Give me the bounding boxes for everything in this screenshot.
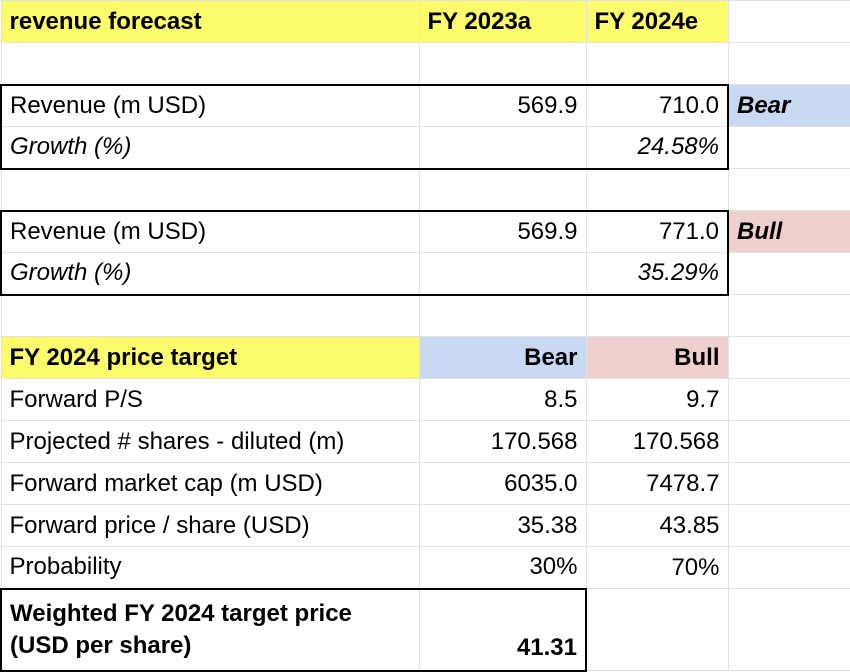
cell: [727, 462, 850, 505]
cell: 35.38: [418, 504, 587, 547]
cell: 41.31: [418, 587, 587, 672]
cell: [727, 504, 850, 547]
cell: Bull: [585, 336, 729, 379]
cell: [0, 42, 420, 85]
cell: [0, 168, 420, 211]
cell: 9.7: [585, 378, 729, 421]
cell: [585, 42, 729, 85]
cell: Growth (%): [0, 252, 420, 296]
cell: 35.29%: [585, 252, 729, 296]
cell: [727, 420, 850, 463]
cell: [727, 378, 850, 421]
row: Probability 30% 70%: [0, 546, 850, 589]
row: [0, 168, 850, 211]
row: Growth (%) 35.29%: [0, 252, 850, 296]
cell: 771.0: [585, 209, 729, 253]
row: Forward market cap (m USD) 6035.0 7478.7: [0, 462, 850, 505]
cell: 24.58%: [585, 126, 729, 170]
row: Forward P/S 8.5 9.7: [0, 378, 850, 421]
cell: [418, 252, 587, 296]
cell: Weighted FY 2024 target price (USD per s…: [0, 587, 420, 672]
cell: [727, 294, 850, 337]
row: FY 2024 price target Bear Bull: [0, 336, 850, 379]
cell: [0, 294, 420, 337]
row: Weighted FY 2024 target price (USD per s…: [0, 587, 850, 672]
cell: [418, 42, 587, 85]
cell: 569.9: [418, 83, 587, 127]
row: Revenue (m USD) 569.9 710.0 Bear: [0, 83, 850, 127]
cell: Probability: [0, 546, 420, 589]
row: Projected # shares - diluted (m) 170.568 1…: [0, 420, 850, 463]
cell: Revenue (m USD): [0, 83, 420, 127]
cell: 170.568: [585, 420, 729, 463]
cell: [727, 546, 850, 589]
cell: Forward P/S: [0, 378, 420, 421]
cell: 30%: [418, 546, 587, 589]
cell: FY 2023a: [418, 0, 587, 43]
cell: [585, 294, 729, 337]
cell: [727, 126, 850, 169]
cell: [727, 252, 850, 295]
cell: Forward price / share (USD): [0, 504, 420, 547]
row: [0, 294, 850, 337]
cell: 569.9: [418, 209, 587, 253]
cell: FY 2024 price target: [0, 336, 420, 379]
row: revenue forecast FY 2023a FY 2024e: [0, 0, 850, 43]
cell: 43.85: [585, 504, 729, 547]
cell: [727, 588, 850, 671]
cell: [727, 0, 850, 43]
cell: [418, 294, 587, 337]
cell: 170.568: [418, 420, 587, 463]
cell: Forward market cap (m USD): [0, 462, 420, 505]
cell: 6035.0: [418, 462, 587, 505]
price-rows: Forward P/S 8.5 9.7 Projected # shares - di…: [0, 378, 850, 589]
cell: 70%: [585, 546, 729, 589]
cell: Bear: [418, 336, 587, 379]
cell: Projected # shares - diluted (m): [0, 420, 420, 463]
row: Growth (%) 24.58%: [0, 126, 850, 170]
cell: [418, 126, 587, 170]
row: Revenue (m USD) 569.9 771.0 Bull: [0, 209, 850, 253]
cell: [727, 336, 850, 379]
cell: revenue forecast: [0, 0, 420, 43]
cell: 8.5: [418, 378, 587, 421]
cell: [727, 42, 850, 85]
cell: [418, 168, 587, 211]
cell: 710.0: [585, 83, 729, 127]
cell: [585, 168, 729, 211]
row: [0, 42, 850, 85]
cell: FY 2024e: [585, 0, 729, 43]
cell: Growth (%): [0, 126, 420, 170]
cell: Bull: [727, 210, 850, 253]
cell: Revenue (m USD): [0, 209, 420, 253]
cell: 7478.7: [585, 462, 729, 505]
cell: Bear: [727, 84, 850, 127]
row: Forward price / share (USD) 35.38 43.85: [0, 504, 850, 547]
cell: [585, 588, 729, 671]
cell: [727, 168, 850, 211]
